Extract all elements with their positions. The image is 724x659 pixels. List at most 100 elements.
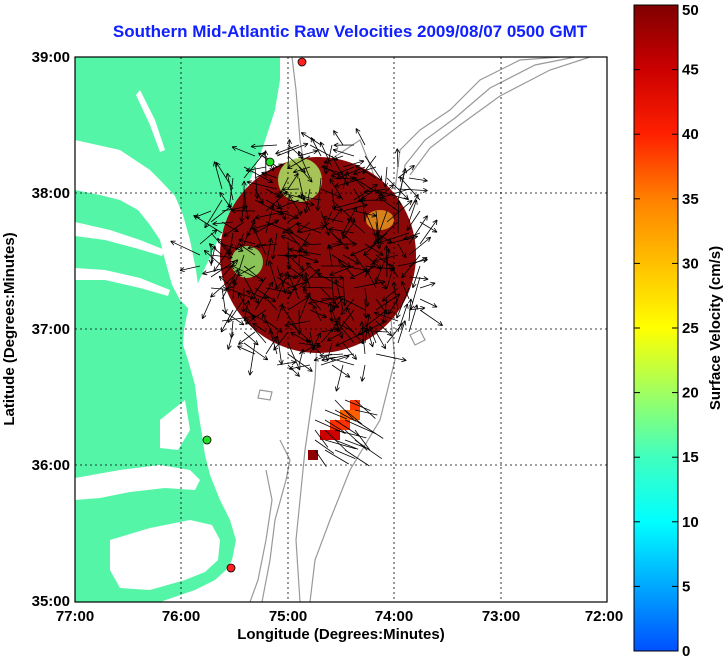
velocity-arrow <box>288 274 300 300</box>
velocity-arrow <box>277 199 300 210</box>
velocity-arrow <box>275 144 300 155</box>
velocity-arrow <box>334 409 356 422</box>
velocity-arrow <box>245 166 267 173</box>
colorbar-tick-label: 25 <box>682 320 699 337</box>
colorbar-tick-label: 0 <box>682 643 690 659</box>
velocity-arrow <box>231 146 256 157</box>
colorbar <box>633 4 679 652</box>
velocity-arrow <box>335 320 355 344</box>
velocity-arrow <box>210 245 217 267</box>
velocity-arrow <box>332 199 366 210</box>
velocity-arrow <box>360 197 366 223</box>
velocity-arrow <box>342 276 348 307</box>
velocity-arrow <box>221 221 239 232</box>
colorbar-tick-label: 50 <box>682 2 699 19</box>
velocity-arrow <box>243 276 259 304</box>
velocity-arrow <box>408 177 428 183</box>
velocity-arrow <box>210 276 234 298</box>
velocity-arrow <box>322 165 344 179</box>
velocity-arrow <box>254 219 280 234</box>
grid <box>75 57 607 602</box>
velocity-arrow <box>298 348 305 366</box>
velocity-arrow <box>334 364 344 392</box>
velocity-arrow <box>316 272 344 289</box>
velocity-arrow <box>323 155 344 164</box>
velocity-arrow <box>344 439 369 449</box>
velocity-arrow <box>217 238 234 256</box>
velocity-arrow <box>354 164 377 179</box>
velocity-arrow <box>338 259 355 278</box>
velocity-arrow <box>333 130 344 146</box>
velocity-arrow <box>252 322 267 333</box>
velocity-arrow <box>354 419 384 439</box>
velocity-arrow <box>296 223 322 234</box>
velocity-arrow <box>265 237 273 267</box>
velocity-arrow <box>386 266 395 289</box>
map-title: Southern Mid-Atlantic Raw Velocities 200… <box>112 22 588 41</box>
velocity-arrow <box>419 282 436 289</box>
velocity-arrow <box>287 211 303 223</box>
velocity-arrow <box>221 259 239 278</box>
velocity-arrow <box>303 188 311 214</box>
velocity-arrow <box>199 229 218 245</box>
velocity-arrow <box>375 221 382 250</box>
velocity-arrow <box>263 150 269 179</box>
velocity-arrow <box>276 199 286 221</box>
velocity-arrow <box>319 141 333 168</box>
velocity-arrow <box>241 180 247 212</box>
velocity-arrow <box>261 171 278 179</box>
velocity-arrow <box>320 354 350 366</box>
velocity-arrow <box>329 265 355 276</box>
velocity-arrow <box>314 429 329 448</box>
velocity-arrow <box>305 339 322 355</box>
velocity-arrow <box>218 275 234 289</box>
velocity-arrow <box>235 232 245 251</box>
velocity-arrow <box>212 221 234 227</box>
x-tick-label: 72:00 <box>585 608 623 625</box>
velocity-arrow <box>329 178 344 201</box>
velocity-arrow <box>292 166 311 174</box>
velocity-arrow <box>221 243 244 253</box>
x-tick-label: 76:00 <box>162 608 200 625</box>
velocity-arrow <box>342 342 357 360</box>
velocity-arrow <box>265 191 288 212</box>
velocity-arrow <box>204 199 223 229</box>
velocity-arrow <box>397 258 428 267</box>
velocity-arrow <box>276 142 309 157</box>
colorbar-label: Surface Velocity (cm/s) <box>707 246 724 410</box>
velocity-arrow <box>264 295 278 311</box>
velocity-arrow <box>406 210 421 231</box>
velocity-arrow <box>238 238 256 245</box>
velocity-arrow <box>281 186 300 192</box>
velocity-arrow <box>401 254 421 279</box>
colorbar-tick-label: 40 <box>682 126 699 143</box>
velocity-arrow <box>247 342 256 376</box>
x-axis-label: Longitude (Degrees:Minutes) <box>237 626 445 643</box>
velocity-arrow <box>334 429 367 439</box>
velocity-arrow <box>397 168 407 201</box>
velocity-arrow <box>330 166 355 178</box>
velocity-arrow <box>215 161 234 190</box>
velocity-arrow <box>324 439 357 450</box>
velocity-arrow <box>338 296 366 311</box>
velocity-arrow <box>419 221 438 233</box>
velocity-arrow <box>353 280 386 289</box>
velocity-arrow <box>320 295 340 301</box>
velocity-arrow <box>319 352 344 358</box>
velocity-arrow <box>375 331 386 350</box>
colorbar-tick-label: 35 <box>682 191 699 208</box>
velocity-arrow <box>287 254 305 271</box>
velocity-arrow <box>342 159 365 168</box>
velocity-arrow <box>324 449 350 465</box>
velocity-arrow <box>280 235 300 245</box>
velocity-arrow <box>364 313 371 344</box>
velocity-arrow <box>308 298 333 306</box>
velocity-arrow <box>373 254 399 263</box>
velocity-arrow <box>298 292 311 322</box>
velocity-arrow <box>223 221 245 237</box>
velocity-arrow <box>309 332 321 355</box>
velocity-arrow <box>288 194 300 212</box>
velocity-arrow <box>388 263 399 278</box>
velocity-arrow <box>359 321 366 355</box>
velocity-arrow <box>297 248 303 267</box>
